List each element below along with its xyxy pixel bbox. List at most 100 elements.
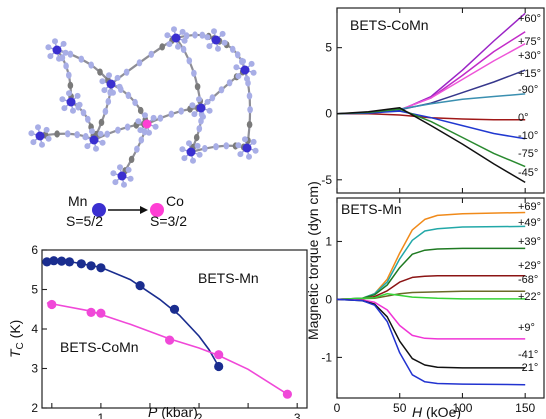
ligand-atom [226,79,233,87]
angle-label: +29° [518,260,541,272]
n-atom [250,69,257,76]
n-atom [175,43,181,50]
ligand-atom [74,131,80,139]
oxalate-bridge [110,83,149,125]
mn-legend-sphere [92,203,106,217]
ligand-atom [115,126,121,134]
data-point-bets-mn [57,256,67,266]
y-tick-label: 5 [31,283,38,297]
angle-label: -41° [518,349,538,361]
n-atom [97,130,104,137]
n-atom [52,38,58,45]
n-atom [47,53,54,60]
ligand-atom [157,114,164,122]
n-atom [240,58,246,65]
torque-y-axis-label: Magnetic torque (dyn cm) [305,181,321,340]
n-atom [70,107,76,114]
y-label-unit: (K) [7,320,23,343]
torque-curve [336,274,526,301]
torque-curve [336,247,526,301]
data-point-bets-comn [282,389,292,399]
angle-label: +9° [518,322,535,334]
torque-curve [337,112,526,121]
ligand-atom [54,130,60,138]
ligand-atom [67,50,74,58]
n-atom [39,141,45,148]
ligand-atom [247,106,253,114]
y-label-subscript: C [15,342,26,349]
co-label: Co [166,193,184,209]
ligand-atom [66,71,72,79]
ligand-atom [98,118,105,126]
n-atom [28,130,35,137]
angle-label: 0° [518,112,529,124]
n-atom [110,170,117,177]
ligand-atom [137,106,144,115]
y-tick-label: 2 [31,401,38,415]
structure-atoms [28,26,259,188]
n-atom [196,96,202,103]
angle-label: +22° [518,291,541,303]
y-tick-label: 6 [31,243,38,257]
n-atom [204,34,211,41]
y-label-symbol: T [7,348,23,358]
ligand-atom [134,145,140,153]
n-atom [196,151,203,158]
data-point-bets-mn [135,281,145,291]
data-point-bets-mn [49,256,59,266]
y-tick-label: 0 [325,107,332,121]
comn-axis-ticks: -5 0 5 [321,8,526,193]
mn-axis-ticks: 0 50 100 150 -1 0 1 [321,198,536,415]
y-tick-label: 3 [31,362,38,376]
n-atom [43,126,50,133]
n-atom [56,55,62,62]
x-tick-label: 1 [98,411,105,419]
n-atom [110,89,116,96]
torque-curve [336,225,526,301]
angle-label: +75° [518,36,541,48]
ligand-atom [209,94,216,102]
x-tick-label: 3 [294,411,301,419]
n-atom [117,164,123,171]
comn-plot-frame [336,7,545,194]
n-atom [35,124,41,131]
ligand-atom [191,69,197,77]
data-point-bets-comn [96,308,106,318]
angle-label: +69° [518,201,541,213]
n-atom [61,105,68,112]
n-atom [164,32,171,39]
ligand-atom [194,83,201,91]
comn-angle-labels: +60° +75° +30° +15° -90° 0° -10° -75° -45° [518,13,541,179]
ligand-atom [246,121,253,129]
n-atom [166,41,173,48]
ligand-atom [136,59,143,67]
n-atom [191,111,198,118]
bets-comn-torque-chart: BETS-CoMn -5 0 5 +60° +75° +30° +15° -90° 0° -10… [321,7,545,194]
crystal-structure-panel: Mn Co S=5/2 S=3/2 [28,26,259,229]
ligand-atom [202,145,208,153]
n-atom [233,64,240,71]
ligand-atom [229,45,236,53]
ligand-atom [196,125,203,133]
co-legend-sphere [150,203,164,217]
y-tick-label: 1 [325,234,332,248]
data-point-bets-mn [76,259,86,269]
ligand-atom [80,109,87,117]
x-tick-label: 150 [515,401,535,415]
legend-arrow-head [140,206,148,214]
n-atom [181,37,188,44]
tc-y-axis-label: TC (K) [7,320,26,358]
bets-mn-torque-chart: BETS-Mn 0 50 100 150 -1 0 1 +69° +49° +39° +29° -6… [321,197,545,419]
comn-series-lines [336,12,526,184]
n-atom [30,139,37,146]
n-atom [215,45,221,52]
n-atom [189,102,196,109]
y-tick-label: 4 [31,322,38,336]
ligand-atom [125,91,132,99]
torque-curve [336,31,526,115]
n-atom [190,157,196,164]
x-tick-label: 50 [393,401,407,415]
mn-atom [240,65,250,75]
ligand-atom [64,130,71,138]
oxalate-bridge [110,37,177,85]
